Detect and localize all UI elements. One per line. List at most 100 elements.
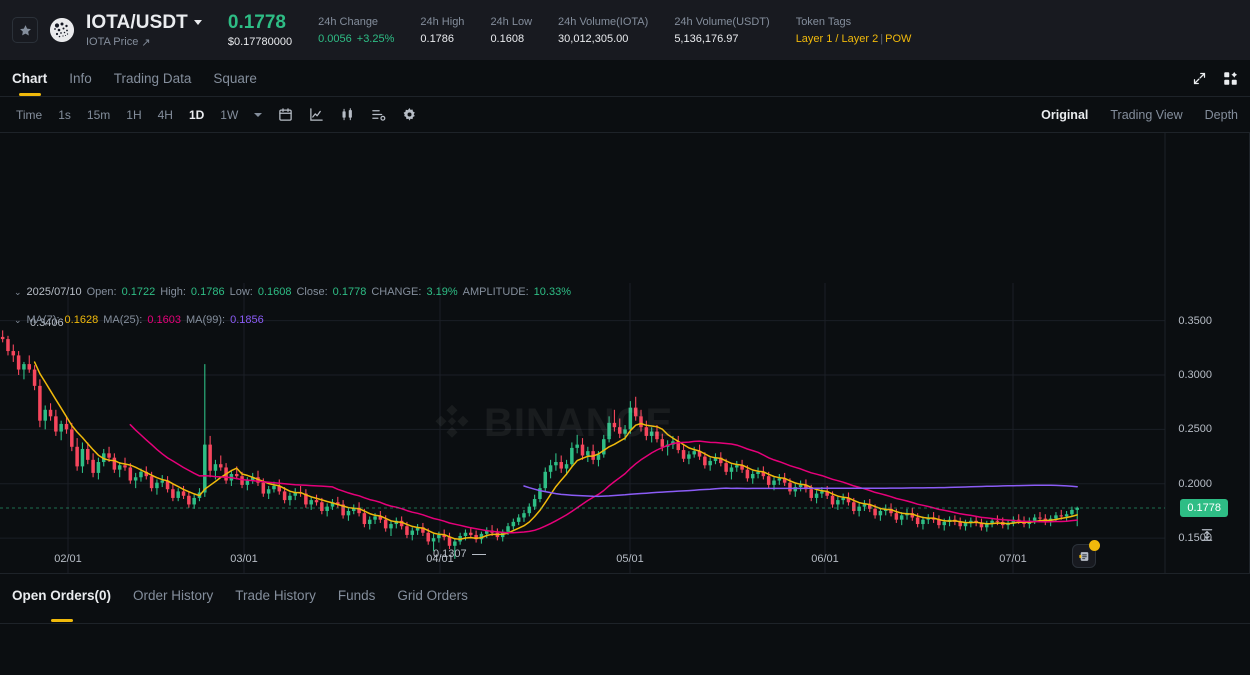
tab-label: Funds [337,588,376,603]
token-tags: Token Tags Layer 1 / Layer 2 | POW [796,16,912,45]
tab-trading-data[interactable]: Trading Data [114,60,192,96]
chart-toolbar: Time 1s 15m 1H 4H 1D 1W [0,97,1250,133]
token-tag-layer[interactable]: Layer 1 / Layer 2 [795,32,879,45]
stat-24h-high: 24h High 0.1786 [420,16,464,45]
last-price-block: 0.1778 $0.17780000 [228,12,292,49]
tab-info[interactable]: Info [69,60,92,96]
chart-area[interactable]: BINANCE ⌄ 2025/07/10 Open: 0.1722 High: … [0,133,1250,573]
tab-order-history[interactable]: Order History [133,588,213,614]
ohlc-date: 2025/07/10 [26,286,82,298]
chevron-down-icon[interactable] [254,112,263,117]
chart-type-icon[interactable] [309,107,324,122]
low-label: Low: [229,286,253,298]
ohlc-legend: ⌄ 2025/07/10 Open: 0.1722 High: 0.1786 L… [14,286,571,298]
close-value: 0.1778 [332,286,367,298]
current-price-badge: 0.1778 [1180,498,1228,517]
candlestick-icon[interactable] [340,107,355,122]
view-depth[interactable]: Depth [1204,107,1238,122]
tab-label: Order History [133,588,214,603]
stat-value: 0.1608 [490,32,525,45]
orders-table-body [0,623,1250,675]
time-axis[interactable]: 02/01 03/01 04/01 05/01 06/01 07/01 [0,547,1165,573]
ma7-value: 0.1628 [64,314,99,326]
reset-scale-button[interactable] [1200,528,1214,547]
view-original[interactable]: Original [1041,107,1089,122]
time-axis-tick: 02/01 [54,553,82,565]
interval-15m[interactable]: 15m [86,107,111,122]
pair-subtitle[interactable]: IOTA Price ↗ [86,36,202,49]
pair-name: IOTA/USDT [86,11,188,33]
time-axis-tick: 07/01 [999,553,1027,565]
high-label: High: [160,286,186,298]
price-axis-tick: 0.2500 [1178,423,1212,436]
ma99-value: 0.1856 [230,314,264,326]
token-tag-pow[interactable]: POW [885,32,912,45]
period-high-annotation: 0.3406 [30,317,64,329]
stat-label: 24h Volume(USDT) [674,15,770,28]
price-axis-tick: 0.3500 [1178,314,1212,327]
price-axis[interactable]: 0.35000.30000.25000.20000.1500200M100M0.… [1165,133,1250,573]
interval-1d[interactable]: 1D [188,107,205,122]
interval-4h[interactable]: 4H [157,107,173,122]
grid-layout-icon[interactable] [1223,71,1238,86]
main-nav: Chart Info Trading Data Square [0,60,1250,97]
settings-gear-icon[interactable] [402,107,417,122]
interval-1w[interactable]: 1W [220,107,239,122]
stat-label: 24h Volume(IOTA) [558,15,649,28]
pair-block[interactable]: IOTA/USDT IOTA Price ↗ [86,12,202,49]
tab-grid-orders[interactable]: Grid Orders [397,588,468,614]
pair-subtitle-label: IOTA Price [86,36,139,48]
time-label[interactable]: Time [16,107,43,122]
external-link-arrow-icon: ↗ [141,36,151,49]
star-icon [19,24,31,35]
chevron-down-icon[interactable]: ⌄ [14,286,22,297]
chevron-down-icon[interactable]: ⌄ [14,314,22,325]
amplitude-label: AMPLITUDE: [462,286,529,298]
change-value: 3.19% [426,286,458,298]
low-marker-dash [471,553,486,555]
interval-1s[interactable]: 1s [58,107,71,122]
tab-label: Chart [12,70,48,86]
view-trading-view[interactable]: Trading View [1110,107,1183,122]
ma25-value: 0.1603 [147,314,181,326]
stat-24h-volume-iota: 24h Volume(IOTA) 30,012,305.00 [558,16,648,45]
high-value: 0.1786 [190,286,225,298]
tab-trade-history[interactable]: Trade History [235,588,316,614]
tab-open-orders[interactable]: Open Orders(0) [12,588,111,614]
time-axis-tick: 03/01 [230,553,258,565]
interval-1h[interactable]: 1H [126,107,142,122]
news-marker-button[interactable] [1072,540,1100,568]
indicators-icon[interactable] [371,107,386,122]
tab-square[interactable]: Square [213,60,257,96]
ma7-label: MA(7): [26,314,60,326]
calendar-icon[interactable] [278,107,293,122]
tab-label: Open Orders(0) [12,588,112,603]
tab-label: Square [213,70,257,86]
period-low-text: 0.1307 [433,548,467,560]
token-tags-label: Token Tags [795,15,852,28]
time-axis-tick: 04/01 [426,553,454,565]
period-low-annotation: 0.1307 [433,548,486,560]
open-value: 0.1722 [121,286,156,298]
amplitude-value: 10.33% [533,286,571,298]
change-abs: 0.0056 [318,32,352,45]
iota-logo-icon [50,18,74,42]
stat-value: 30,012,305.00 [558,32,629,45]
open-label: Open: [86,286,117,298]
last-price: 0.1778 [227,11,286,33]
expand-arrows-icon[interactable] [1192,71,1207,86]
tab-label: Grid Orders [397,588,468,603]
favorite-star-button[interactable] [12,17,38,43]
orders-panel: Open Orders(0) Order History Trade Histo… [0,573,1250,675]
ma-legend: ⌄ MA(7): 0.1628 MA(25): 0.1603 MA(99): 0… [14,314,264,326]
tag-separator: | [880,32,884,45]
tab-chart[interactable]: Chart [12,60,47,96]
stat-24h-volume-usdt: 24h Volume(USDT) 5,136,176.97 [674,16,769,45]
tab-funds[interactable]: Funds [338,588,376,614]
chevron-down-icon[interactable] [193,20,202,25]
stat-value: 5,136,176.97 [674,32,739,45]
candlestick-chart[interactable] [0,133,1250,573]
price-axis-tick: 0.1500 [1178,532,1212,545]
stat-label: 24h Low [490,15,533,28]
